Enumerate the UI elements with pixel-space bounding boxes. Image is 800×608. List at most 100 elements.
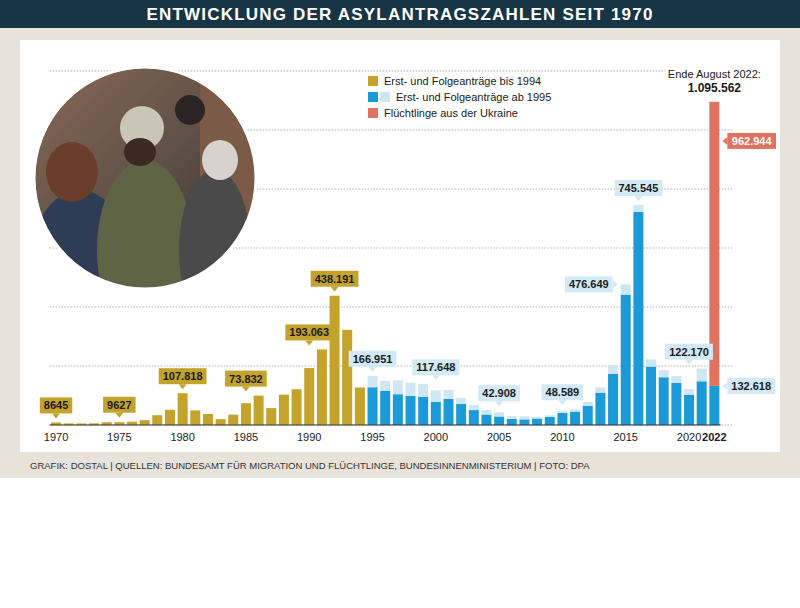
photo-content <box>30 60 280 340</box>
bar <box>254 396 264 425</box>
bar <box>368 376 378 388</box>
x-tick-label: 2005 <box>487 431 511 443</box>
bar <box>507 419 517 425</box>
legend-text: Flüchtlinge aus der Ukraine <box>384 107 518 119</box>
x-tick-label: 1975 <box>107 431 131 443</box>
value-label-pointer <box>495 401 503 406</box>
bar <box>418 397 428 425</box>
bar <box>697 381 707 425</box>
value-label-box <box>412 359 459 375</box>
value-label-box <box>565 276 613 292</box>
bar <box>241 403 251 425</box>
title-band <box>0 0 800 28</box>
source: GRAFIK: DOSTAL | QUELLEN: BUNDESAMT FÜR … <box>30 460 590 471</box>
bar <box>519 416 529 419</box>
value-label-box <box>159 368 207 384</box>
value-label-text: 73.832 <box>229 373 263 385</box>
value-label-box <box>285 324 333 340</box>
bar <box>203 414 213 425</box>
value-label-text: 166.951 <box>353 353 393 365</box>
x-tick-label: 2000 <box>424 431 448 443</box>
bar <box>659 370 669 377</box>
value-label-text: 8645 <box>44 399 68 411</box>
chart: ENTWICKLUNG DER ASYLANTRAGSZAHLEN SEIT 1… <box>0 0 800 608</box>
bar <box>519 419 529 425</box>
bar <box>228 415 238 425</box>
bar <box>406 396 416 425</box>
value-label-text: 193.063 <box>289 326 329 338</box>
bar <box>481 414 491 425</box>
bar <box>406 383 416 396</box>
photo-frame <box>34 67 256 289</box>
bar <box>671 383 681 425</box>
legend: Erst- und Folgeanträge bis 1994Erst- und… <box>368 75 551 119</box>
bar <box>456 398 466 404</box>
value-label-box <box>665 344 713 360</box>
value-label: 48.589 <box>542 384 584 405</box>
bar <box>595 393 605 425</box>
value-label-text: 745.545 <box>619 182 659 194</box>
value-label: 962.944 <box>722 133 776 149</box>
x-tick-label: 2020 <box>677 431 701 443</box>
value-label: 8645 <box>40 397 72 418</box>
bar <box>583 406 593 425</box>
x-tick-label: 1985 <box>234 431 258 443</box>
value-label-box <box>311 271 359 287</box>
bar <box>507 416 517 419</box>
value-label-pointer <box>432 375 440 380</box>
bar <box>709 386 719 425</box>
bar <box>304 368 314 425</box>
value-label-pointer <box>369 367 377 372</box>
value-label-text: 438.191 <box>315 273 355 285</box>
bar <box>418 384 428 397</box>
bar <box>557 413 567 425</box>
value-label-box <box>478 385 520 401</box>
bar <box>621 284 631 294</box>
bar <box>608 374 618 425</box>
photo-person <box>97 160 193 340</box>
value-label: 42.908 <box>478 385 520 406</box>
legend-swatch <box>368 108 378 118</box>
bar <box>709 102 719 386</box>
bar <box>633 205 643 212</box>
title: ENTWICKLUNG DER ASYLANTRAGSZAHLEN SEIT 1… <box>146 5 653 24</box>
value-label-box <box>103 397 135 413</box>
bar <box>342 330 352 425</box>
bar <box>583 402 593 406</box>
photo-person <box>179 170 251 330</box>
bar <box>532 417 542 419</box>
bar <box>684 395 694 425</box>
value-label-box <box>542 384 584 400</box>
bar <box>570 412 580 425</box>
bar <box>431 390 441 402</box>
bar <box>393 394 403 425</box>
bar <box>216 419 226 425</box>
legend-swatch <box>368 92 378 102</box>
x-tick-label: 2010 <box>550 431 574 443</box>
value-label-pointer <box>242 387 250 392</box>
bar <box>393 380 403 394</box>
bar <box>671 376 681 383</box>
x-tick-label: 2015 <box>613 431 637 443</box>
bar <box>545 415 555 417</box>
bar <box>355 387 365 425</box>
value-label-box <box>349 351 397 367</box>
value-label-box <box>727 378 775 394</box>
bar <box>621 295 631 425</box>
grid-line <box>50 425 733 426</box>
value-label-pointer <box>305 340 313 345</box>
value-label: 193.063 <box>285 324 333 345</box>
value-label-box <box>727 133 776 149</box>
value-label-pointer <box>558 400 566 405</box>
value-label-pointer <box>634 196 642 201</box>
total-annotation-text: Ende August 2022: <box>668 68 761 80</box>
x-tick-label: 1990 <box>297 431 321 443</box>
value-label-pointer <box>52 413 60 418</box>
bar <box>494 412 504 416</box>
bar <box>469 410 479 425</box>
total-annotation-ground <box>666 67 763 96</box>
photo <box>30 60 280 340</box>
photo-person <box>202 140 238 180</box>
x-tick-label: 1970 <box>44 431 68 443</box>
bar <box>532 418 542 425</box>
